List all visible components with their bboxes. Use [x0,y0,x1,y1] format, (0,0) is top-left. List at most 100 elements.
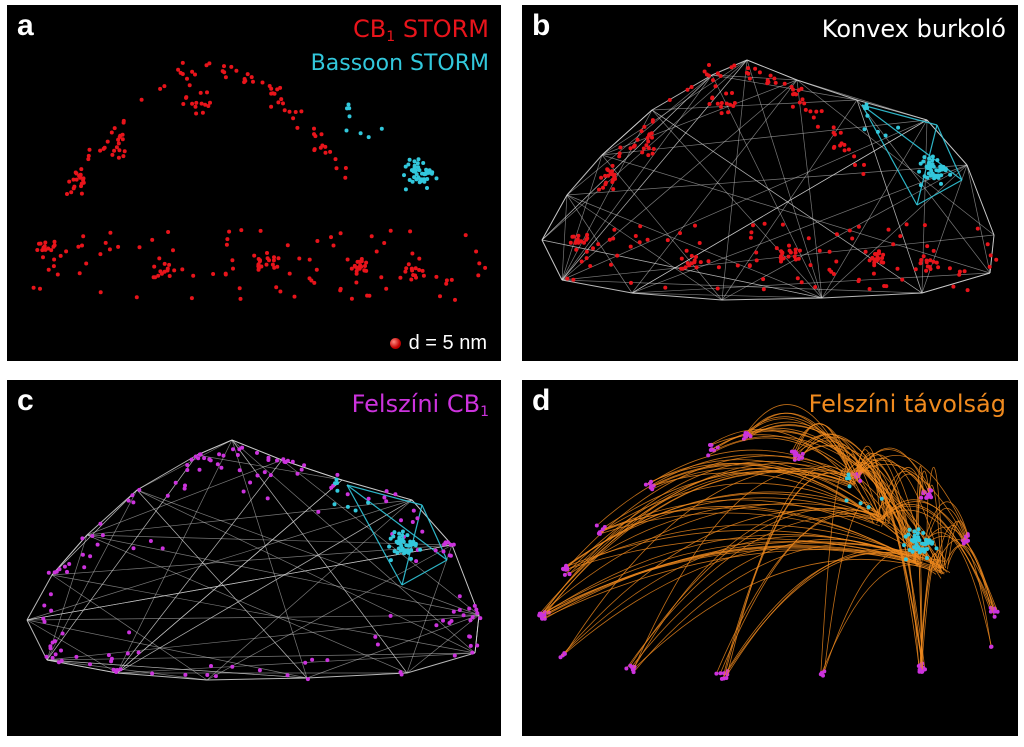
hull-edge [26,619,48,661]
cb1-localization [772,76,777,81]
cb1-localization [850,236,855,241]
hull-edge [86,489,138,536]
cb1-localization [477,261,482,266]
cb1-localization [610,163,615,168]
surface-distance-path [653,472,948,573]
bassoon-localization [421,161,426,165]
surface-cb1-point [441,549,446,554]
panel-c-surface [26,439,483,682]
surface-distance-path [709,429,881,521]
hull-edge [631,292,723,301]
cb1-localization [189,296,194,301]
bassoon-localization [427,168,432,173]
surface-cb1-point [567,571,572,576]
surface-cb1-point [150,671,155,676]
cb1-localization [267,84,272,88]
surface-cb1-point [468,643,473,648]
cb1-localization [585,236,590,241]
cb1-localization [793,250,798,255]
cb1-localization [793,247,798,252]
cb1-localization [713,84,718,89]
surface-distance-path [710,429,939,571]
cb1-localization [77,271,82,276]
cb1-localization [606,173,611,178]
mesh-edge [86,534,408,674]
cb1-localization [715,71,720,76]
surface-cb1-point [183,483,187,488]
cb1-localization [329,235,333,240]
bassoon-localization [423,171,428,176]
surface-cb1-point [375,642,380,647]
cb1-localization [333,157,338,162]
cb1-localization [270,91,275,96]
cb1-localization [167,262,172,267]
surface-cb1-point [961,541,966,546]
mesh-edge [601,109,653,156]
cb1-localization [779,259,783,264]
surface-cb1-point [100,533,105,538]
cb1-localization [606,168,610,173]
bassoon-localization [400,529,405,534]
surface-cb1-point [373,634,378,639]
cb1-localization [382,241,387,245]
cb1-localization [69,190,74,195]
surface-cb1-point [457,594,462,599]
bassoon-localization [388,558,393,563]
cb1-localization [444,278,449,283]
bassoon-localization [930,162,935,167]
bassoon-localization [915,531,920,536]
mesh-edge [711,74,823,299]
cb1-localization [647,132,652,137]
cb1-localization [808,263,813,268]
bassoon-localization [402,549,407,554]
cb1-localization [831,125,836,130]
cb1-localization [35,248,40,252]
cb1-localization [635,137,640,142]
bassoon-localization [922,155,927,160]
surface-distance-path [711,434,942,579]
mesh-edge [721,59,748,301]
surface-cb1-point [434,623,439,628]
cb1-localization [607,237,612,242]
cb1-localization [272,265,277,270]
cb1-localization [65,192,69,196]
mesh-edge [51,489,138,576]
surface-distance-path [746,412,874,523]
cb1-localization [817,248,822,253]
bassoon-localization [418,547,423,552]
cb1-localization [730,91,734,95]
bassoon-localization [434,176,439,181]
cb1-localization [116,137,121,142]
surface-cb1-point [48,646,53,651]
cb1-localization [200,110,205,115]
mesh-edge [566,74,713,196]
cb1-localization [403,269,408,274]
mesh-edge [561,234,995,281]
cb1-localization [834,259,839,264]
surface-cb1-point [90,534,95,538]
cb1-localization [67,179,72,184]
bassoon-localization [411,539,416,544]
surface-distance-path [935,525,965,570]
mesh-edge [46,454,198,661]
cb1-localization [786,254,791,259]
cb1-localization [338,231,343,236]
bassoon-localization [864,102,869,107]
mesh-edge [116,652,476,674]
bassoon-localization [400,537,405,542]
cb1-localization [295,125,300,130]
cb1-localization [987,264,992,269]
panel-label-b: b [532,9,551,42]
bassoon-localization [347,114,352,119]
cb1-localization [749,230,754,235]
cb1-localization [831,272,836,276]
surface-distance-path [652,467,918,554]
mesh-edge [86,534,480,616]
cb1-localization [827,249,832,254]
cb1-localization [312,126,316,131]
cb1-localization [715,286,720,291]
cb1-localization [610,180,615,184]
cb1-localization [665,238,670,243]
cb1-localization [167,274,172,278]
surface-cb1-point [562,572,567,577]
